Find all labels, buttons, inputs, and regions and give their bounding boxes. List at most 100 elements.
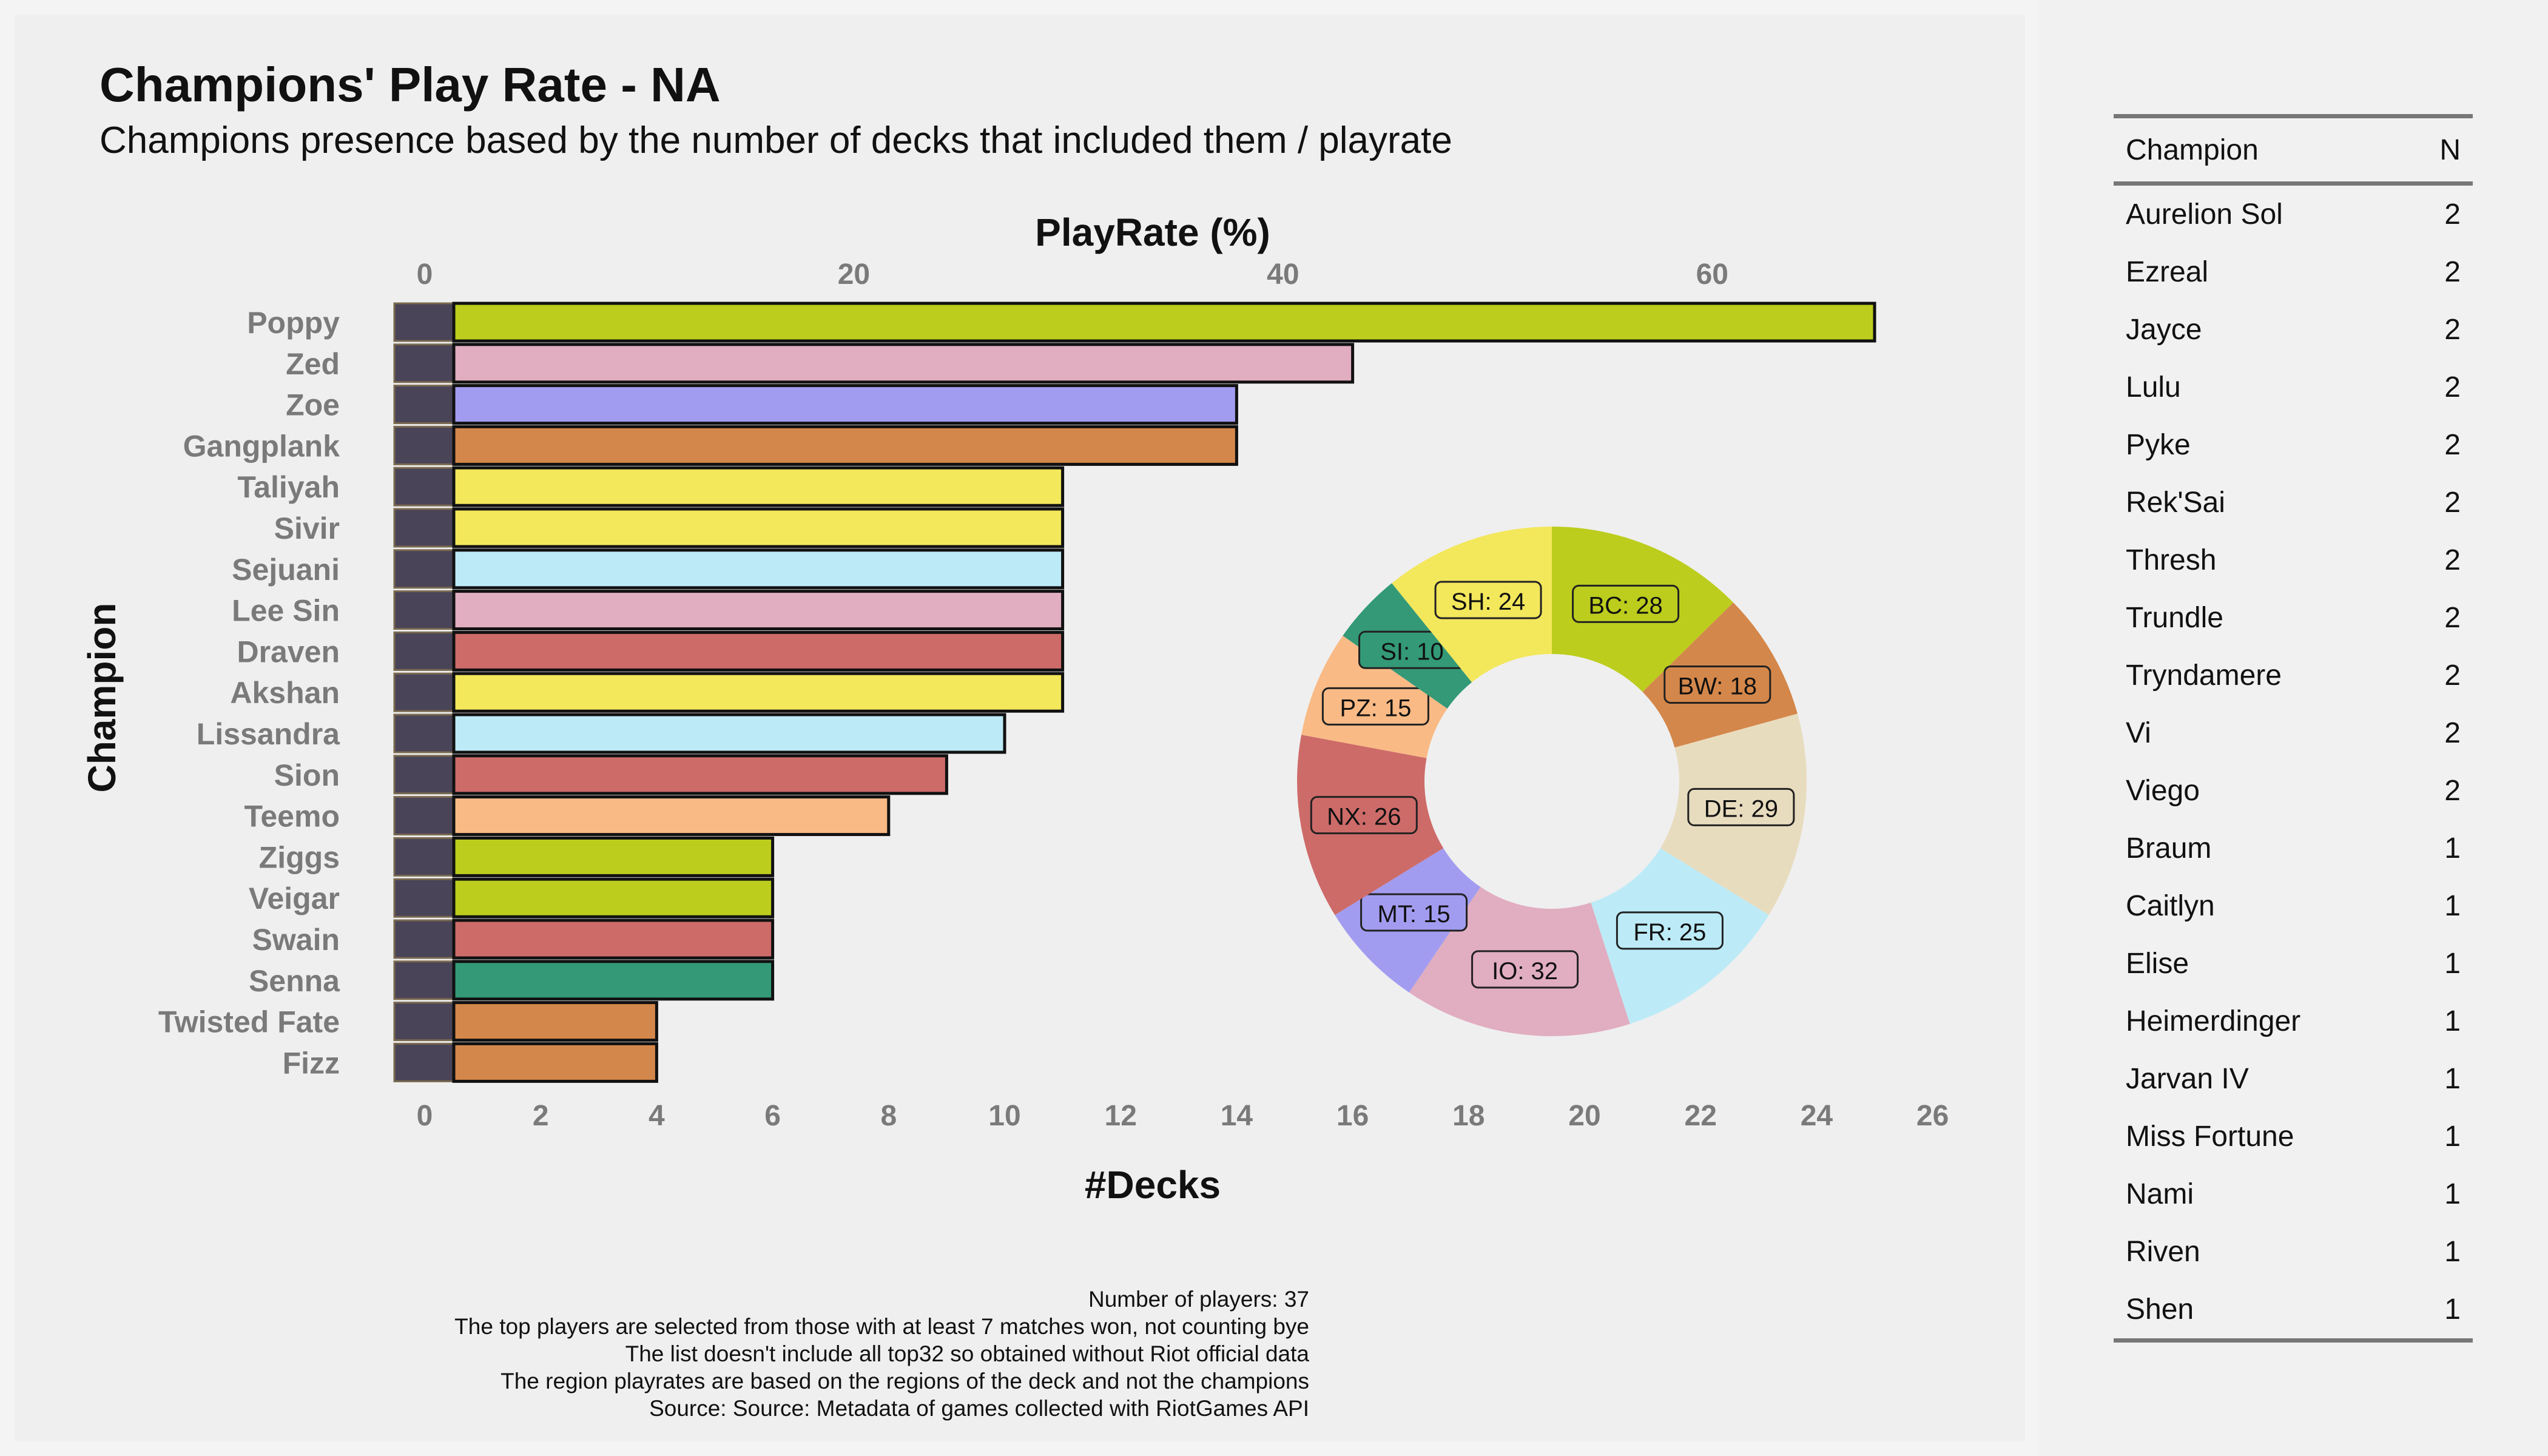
caption: Number of players: 37 The top players ar… [454,1286,1309,1422]
table-row: Lulu 2 [2114,359,2473,416]
x-tick-label: 12 [1105,1100,1137,1132]
champion-name-cell: Riven [2126,1236,2200,1268]
x-tick-label: 4 [649,1100,665,1132]
bar [452,836,775,877]
champion-name-cell: Rek'Sai [2126,487,2225,519]
champion-thumbnail [393,302,455,342]
champion-name-cell: Aurelion Sol [2126,198,2283,231]
table-row: Tryndamere 2 [2114,647,2473,704]
slice-label: BC: 28 [1572,584,1680,623]
slice-label: PZ: 15 [1321,687,1429,726]
count-cell: 2 [2444,314,2461,346]
bar [452,630,1065,672]
slice-label-box [1572,584,1680,623]
bar [452,384,1238,425]
table-row: Heimerdinger 1 [2114,993,2473,1050]
count-cell: 2 [2444,371,2461,403]
secondary-tick-label: 0 [417,258,433,291]
caption-line: The top players are selected from those … [454,1314,1309,1339]
table-row: Ezreal 2 [2114,243,2473,301]
column-header-n: N [2406,114,2473,186]
champion-name-cell: Nami [2126,1178,2194,1210]
count-cell: 1 [2444,1063,2461,1095]
bar [452,590,1065,631]
category-label: Zed [286,347,340,381]
count-cell: 2 [2444,602,2461,634]
count-cell: 2 [2444,775,2461,807]
champion-name-cell: Elise [2126,948,2189,980]
slice-label-text: BW: 18 [1678,673,1757,700]
slice-label-text: SI: 10 [1380,638,1444,665]
table-row: Shen 1 [2114,1281,2473,1343]
category-label: Zoe [286,388,340,422]
bar [452,302,1876,343]
chart-title: Champions' Play Rate - NA [99,58,721,112]
category-label: Ziggs [259,840,340,874]
champion-name-cell: Vi [2126,717,2151,749]
count-cell: 2 [2444,544,2461,576]
champion-name-cell: Pyke [2126,429,2191,461]
champion-thumbnail [393,960,455,1000]
table-row: Thresh 2 [2114,531,2473,589]
slice-label-box [1310,796,1418,835]
bar [452,507,1065,548]
x-tick-label: 6 [764,1100,781,1132]
table-row: Trundle 2 [2114,589,2473,647]
y-axis-title: Champion [80,603,124,793]
table-row: Pyke 2 [2114,416,2473,474]
champion-thumbnail [393,672,455,712]
champion-thumbnail [393,590,455,630]
count-cell: 2 [2444,487,2461,519]
slice-label-text: DE: 29 [1704,795,1778,822]
table-row: Vi 2 [2114,704,2473,762]
column-header-champion: Champion [2114,114,2407,186]
slice-label-text: NX: 26 [1327,804,1401,831]
chart-subtitle: Champions presence based by the number o… [99,120,1452,161]
champion-name-cell: Braum [2126,832,2212,864]
secondary-tick-label: 60 [1696,258,1728,291]
secondary-tick-label: 40 [1267,258,1299,291]
champion-name-cell: Lulu [2126,371,2181,403]
slice-label-box [1471,950,1579,989]
count-cell: 1 [2444,1121,2461,1153]
bar [452,466,1065,507]
slice-label-text: PZ: 15 [1340,695,1411,721]
table-row: Jarvan IV 1 [2114,1050,2473,1108]
bar [452,960,775,1001]
slice-label: FR: 25 [1616,911,1724,950]
count-cell: 1 [2444,948,2461,980]
x-tick-label: 8 [880,1100,897,1132]
x-tick-label: 2 [533,1100,549,1132]
champion-thumbnail [393,631,455,671]
slice-label: MT: 15 [1360,893,1468,932]
slice-label-box [1434,581,1542,619]
champion-thumbnail [393,755,455,795]
champion-name-cell: Viego [2126,775,2200,807]
count-cell: 2 [2444,429,2461,461]
category-label: Twisted Fate [158,1005,340,1039]
x-tick-label: 14 [1221,1100,1253,1132]
slice-label-box [1321,687,1429,726]
count-cell: 2 [2444,717,2461,749]
table-header-row: Champion N [2114,114,2473,186]
champion-thumbnail [393,508,455,548]
category-label: Swain [252,923,340,957]
table-row: Rek'Sai 2 [2114,474,2473,531]
count-cell: 1 [2444,1236,2461,1268]
champion-thumbnail [393,467,455,507]
table-row: Riven 1 [2114,1223,2473,1281]
champion-name-cell: Miss Fortune [2126,1121,2294,1153]
champion-table: Champion N Aurelion Sol 2 Ezreal 2 Jayce 2 Lul… [2114,114,2473,1343]
table-row: Viego 2 [2114,762,2473,820]
table-row: Jayce 2 [2114,301,2473,359]
champion-thumbnail [393,878,455,918]
table-row: Nami 1 [2114,1165,2473,1223]
category-label: Poppy [247,306,340,340]
slice-label: DE: 29 [1687,787,1795,826]
category-label: Lee Sin [232,594,340,628]
category-label: Taliyah [237,470,340,504]
slice-label-box [1616,911,1724,950]
champion-name-cell: Shen [2114,1281,2407,1343]
x-tick-label: 10 [988,1100,1020,1132]
slice-label-text: BC: 28 [1588,592,1662,619]
